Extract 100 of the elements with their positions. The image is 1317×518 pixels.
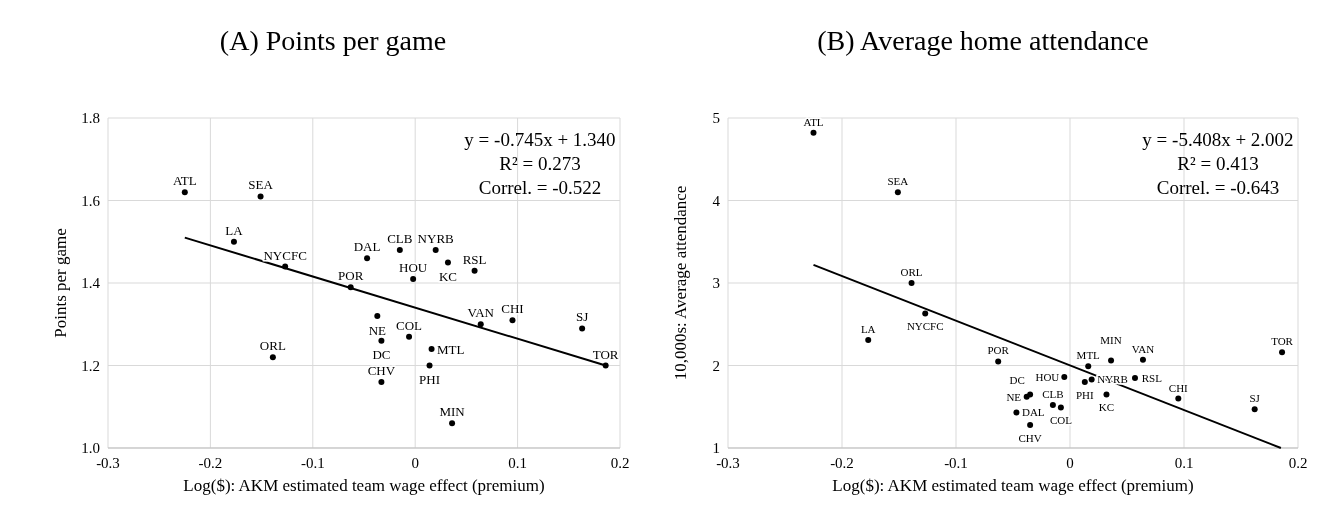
x-tick-label: 0 — [1066, 455, 1074, 471]
point — [432, 247, 439, 253]
data-label: LA — [225, 222, 244, 238]
point — [1108, 357, 1115, 364]
point — [1175, 395, 1182, 402]
y-tick-label: 1.0 — [81, 440, 100, 456]
data-label: CHV — [1018, 431, 1042, 444]
annotation: R² = 0.273 — [499, 153, 581, 174]
data-label: SJ — [575, 309, 589, 325]
data-label: NYCFC — [263, 247, 307, 263]
point — [602, 362, 609, 369]
point — [477, 321, 484, 328]
annotation: R² = 0.413 — [1177, 153, 1259, 174]
x-tick-label: 0.2 — [610, 455, 630, 471]
data-label: POR — [338, 268, 364, 284]
point — [1088, 376, 1095, 383]
point — [449, 420, 456, 427]
point — [230, 238, 237, 245]
data-label: ATL — [172, 173, 197, 189]
data-label: CHV — [367, 363, 396, 378]
point — [1251, 406, 1258, 413]
annotation: Correl. = -0.643 — [1156, 177, 1280, 198]
x-tick-label: -0.3 — [96, 455, 120, 471]
y-tick-label: 1 — [712, 440, 720, 456]
point — [406, 333, 413, 340]
point — [471, 267, 478, 274]
x-tick-label: 0.1 — [1174, 455, 1194, 471]
data-label: VAN — [1131, 342, 1155, 355]
y-tick-label: 1.4 — [81, 275, 101, 291]
data-label: RSL — [1141, 371, 1163, 384]
data-label: RSL — [462, 251, 487, 267]
point — [426, 362, 433, 369]
x-tick-label: -0.1 — [300, 455, 325, 471]
data-label: PHI — [1075, 388, 1095, 401]
point — [922, 310, 929, 317]
y-tick-label: 5 — [712, 110, 720, 126]
data-label: TOR — [1271, 335, 1294, 348]
annotation: Correl. = -0.522 — [478, 177, 602, 198]
data-label: DC — [1009, 374, 1025, 387]
y-axis-title: Points per game — [51, 228, 70, 338]
data-label: NE — [1006, 390, 1022, 403]
point — [378, 337, 385, 344]
point — [1085, 363, 1092, 370]
data-label: PHI — [419, 372, 441, 388]
point — [1139, 356, 1146, 363]
point — [1013, 409, 1020, 416]
data-label: MIN — [439, 404, 466, 420]
y-tick-label: 2 — [712, 357, 720, 374]
data-label: SEA — [248, 177, 274, 193]
point — [1027, 421, 1034, 428]
point — [364, 255, 371, 262]
data-label: VAN — [467, 305, 495, 321]
data-label: CHI — [501, 301, 524, 317]
y-tick-label: 4 — [712, 192, 721, 209]
data-label: ORL — [259, 338, 286, 354]
point — [810, 129, 817, 136]
x-tick-label: -0.3 — [716, 455, 740, 471]
point — [1057, 404, 1064, 411]
point — [908, 280, 915, 286]
x-tick-label: 0.2 — [1288, 455, 1308, 471]
x-tick-label: -0.2 — [830, 455, 854, 471]
point — [995, 358, 1002, 365]
x-tick-label: 0 — [411, 455, 419, 471]
point — [1081, 379, 1088, 385]
point — [444, 259, 451, 266]
data-label: CLB — [1042, 388, 1064, 401]
x-tick-label: 0.1 — [508, 455, 527, 471]
data-label: COL — [396, 317, 423, 333]
y-tick-label: 3 — [712, 275, 720, 291]
data-label: HOU — [1035, 371, 1060, 383]
data-label: POR — [987, 344, 1010, 357]
data-label: TOR — [592, 346, 619, 362]
point — [410, 275, 417, 282]
data-label: DAL — [353, 239, 381, 255]
point — [1049, 402, 1056, 409]
x-axis-title: Log($): AKM estimated team wage effect (premium) — [183, 476, 545, 495]
chart-title: (B) Average home attendance — [817, 25, 1149, 56]
data-label: SEA — [887, 175, 909, 188]
point — [579, 325, 586, 332]
point — [1131, 374, 1138, 381]
point — [257, 193, 264, 200]
point — [269, 354, 276, 361]
point — [865, 336, 872, 343]
point — [347, 284, 354, 291]
y-tick-label: 1.6 — [81, 192, 101, 209]
data-label: NE — [368, 322, 387, 338]
point — [396, 247, 403, 253]
data-label: HOU — [399, 259, 428, 275]
y-tick-label: 1.2 — [81, 357, 100, 374]
annotation: y = -5.408x + 2.002 — [1142, 129, 1294, 150]
data-label: COL — [1049, 414, 1073, 427]
data-label: MTL — [436, 341, 465, 357]
point — [374, 313, 381, 319]
data-label: LA — [860, 322, 876, 335]
data-label: CLB — [387, 231, 413, 246]
y-axis-title: 10,000s: Average attendance — [671, 185, 690, 381]
y-tick-label: 1.8 — [81, 110, 100, 126]
data-label: NYCFC — [906, 320, 944, 333]
point — [509, 317, 516, 324]
point — [1279, 349, 1286, 356]
